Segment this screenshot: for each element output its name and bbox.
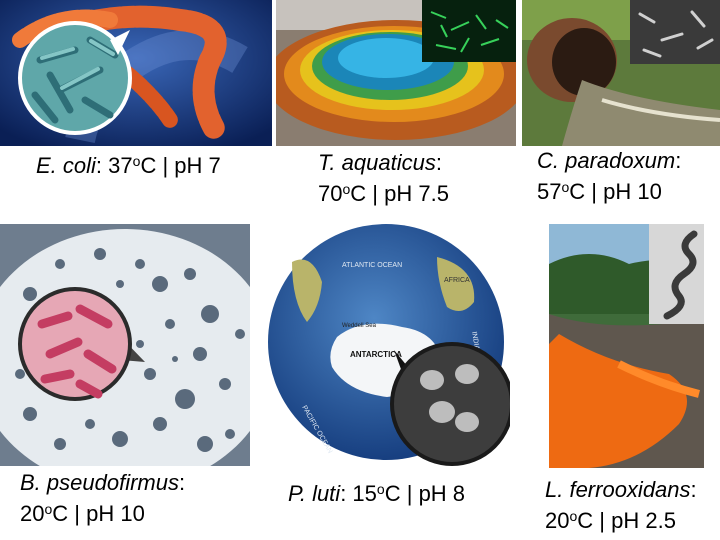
- ph-value: pH 7: [174, 153, 221, 178]
- globe-antarctica-image: ATLANTIC OCEAN AFRICA Weddell Sea ANTARC…: [262, 222, 510, 470]
- ph-value: pH 8: [418, 481, 466, 506]
- label-weddell: Weddell Sea: [342, 323, 377, 329]
- temperature-unit: C: [569, 179, 586, 204]
- ph-value: pH 10: [86, 501, 145, 526]
- temperature-unit: C: [384, 481, 401, 506]
- degree-mark: o: [342, 181, 351, 197]
- degree-mark: o: [376, 481, 385, 497]
- temperature-unit: C: [350, 181, 367, 206]
- caption-ecoli: E. coli: 37oC | pH 7: [36, 153, 221, 178]
- caption-cparadoxum: C. paradoxum: 57oC | pH 10: [537, 148, 682, 204]
- temperature-value: 57: [537, 179, 562, 204]
- hot-spring-image: [276, 0, 516, 146]
- temperature-value: 20: [545, 508, 570, 533]
- species-name: P. luti: [288, 481, 341, 506]
- temperature-value: 37: [108, 153, 133, 178]
- degree-mark: o: [569, 508, 578, 524]
- separator: |: [591, 179, 598, 204]
- label-africa: AFRICA: [444, 277, 470, 284]
- temperature-unit: C: [140, 153, 157, 178]
- caption-pluti: P. luti: 15oC | pH 8: [288, 481, 466, 506]
- temperature-value: 20: [20, 501, 45, 526]
- ph-value: pH 2.5: [611, 508, 676, 533]
- degree-mark: o: [132, 153, 141, 169]
- temperature-unit: C: [52, 501, 69, 526]
- ecoli-image: [0, 0, 272, 146]
- label-antarctica: ANTARCTICA: [350, 350, 402, 359]
- pipe-outflow-image: [522, 0, 720, 146]
- colonies-image: [0, 224, 250, 466]
- caption-lferrooxidans: L. ferrooxidans: 20oC | pH 2.5: [545, 477, 697, 533]
- species-name: B. pseudofirmus: [20, 470, 179, 495]
- degree-mark: o: [561, 179, 570, 195]
- species-name: C. paradoxum: [537, 148, 676, 173]
- separator: |: [599, 508, 606, 533]
- label-atlantic: ATLANTIC OCEAN: [342, 262, 402, 269]
- degree-mark: o: [44, 501, 53, 517]
- temperature-value: 70: [318, 181, 343, 206]
- separator: |: [372, 181, 379, 206]
- temperature-value: 15: [352, 481, 377, 506]
- species-name: L. ferrooxidans: [545, 477, 691, 502]
- separator: |: [162, 153, 169, 178]
- separator: |: [406, 481, 413, 506]
- caption-bpseudofirmus: B. pseudofirmus: 20oC | pH 10: [20, 470, 186, 526]
- ph-value: pH 7.5: [384, 181, 449, 206]
- ph-value: pH 10: [603, 179, 662, 204]
- separator: |: [74, 501, 81, 526]
- caption-taquaticus: T. aquaticus: 70oC | pH 7.5: [318, 150, 449, 206]
- species-name: T. aquaticus: [318, 150, 436, 175]
- species-name: E. coli: [36, 153, 96, 178]
- temperature-unit: C: [577, 508, 594, 533]
- acid-drainage-image: [549, 224, 704, 468]
